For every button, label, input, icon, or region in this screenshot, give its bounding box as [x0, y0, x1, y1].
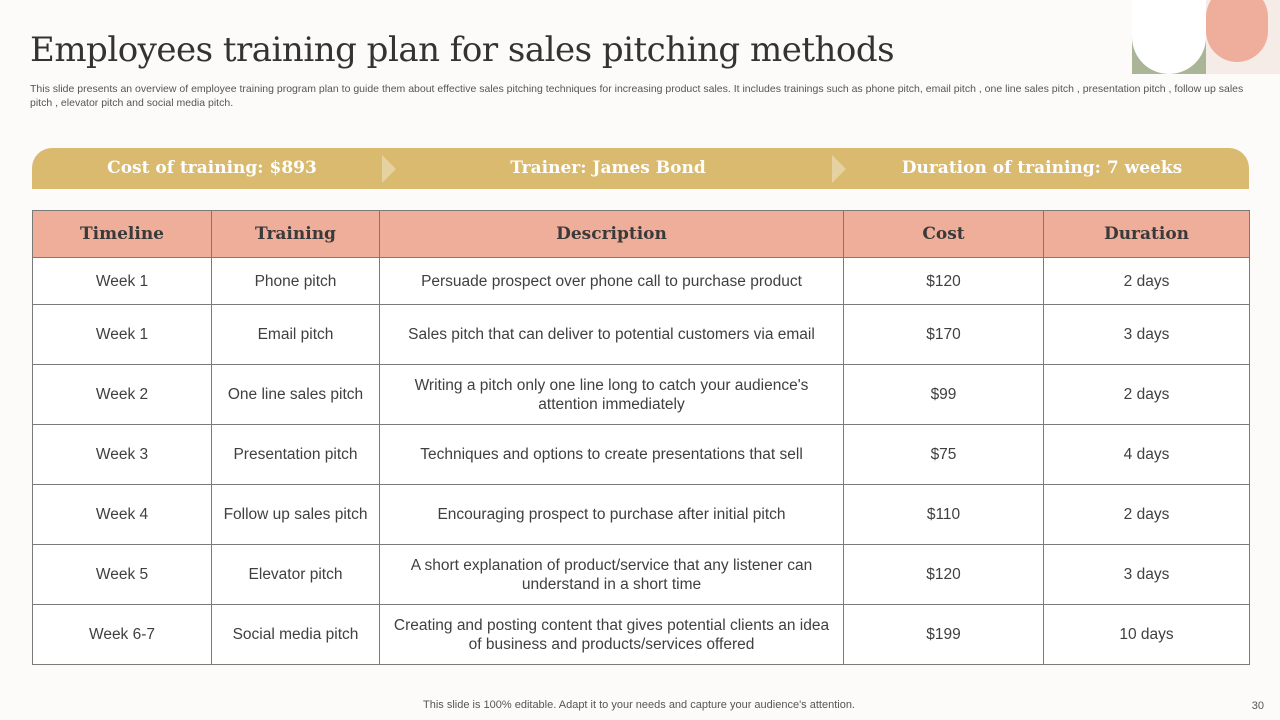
- table-row: Week 6-7 Social media pitch Creating and…: [32, 604, 1250, 665]
- cell-cost: $99: [843, 364, 1044, 425]
- cell-cost: $110: [843, 484, 1044, 545]
- cell-duration: 2 days: [1043, 257, 1250, 305]
- cell-training: Email pitch: [211, 304, 380, 365]
- cell-description: Writing a pitch only one line long to ca…: [379, 364, 844, 425]
- cell-timeline: Week 3: [32, 424, 212, 485]
- cell-cost: $199: [843, 604, 1044, 665]
- cell-timeline: Week 6-7: [32, 604, 212, 665]
- banner-cost: Cost of training: $893: [107, 158, 317, 178]
- cell-timeline: Week 4: [32, 484, 212, 545]
- table-header-row: Timeline Training Description Cost Durat…: [32, 210, 1250, 258]
- banner-trainer: Trainer: James Bond: [510, 158, 706, 178]
- chevron-right-icon: [832, 155, 846, 183]
- cell-training: Follow up sales pitch: [211, 484, 380, 545]
- table-row: Week 4 Follow up sales pitch Encouraging…: [32, 484, 1250, 545]
- header-duration: Duration: [1043, 210, 1250, 258]
- cell-cost: $170: [843, 304, 1044, 365]
- header-timeline: Timeline: [32, 210, 212, 258]
- cell-timeline: Week 1: [32, 304, 212, 365]
- header-description: Description: [379, 210, 844, 258]
- cell-description: Sales pitch that can deliver to potentia…: [379, 304, 844, 365]
- cell-timeline: Week 2: [32, 364, 212, 425]
- page-number: 30: [1251, 700, 1264, 712]
- slide-subtitle: This slide presents an overview of emplo…: [30, 83, 1244, 109]
- cell-training: Presentation pitch: [211, 424, 380, 485]
- cell-timeline: Week 1: [32, 257, 212, 305]
- table-row: Week 5 Elevator pitch A short explanatio…: [32, 544, 1250, 605]
- summary-banner: Cost of training: $893 Trainer: James Bo…: [32, 148, 1249, 189]
- header-training: Training: [211, 210, 380, 258]
- cell-training: Elevator pitch: [211, 544, 380, 605]
- training-table: Timeline Training Description Cost Durat…: [32, 210, 1250, 665]
- slide-title: Employees training plan for sales pitchi…: [30, 30, 895, 70]
- cell-training: Phone pitch: [211, 257, 380, 305]
- cell-training: One line sales pitch: [211, 364, 380, 425]
- header-cost: Cost: [843, 210, 1044, 258]
- chevron-right-icon: [382, 155, 396, 183]
- cell-duration: 3 days: [1043, 304, 1250, 365]
- cell-duration: 2 days: [1043, 364, 1250, 425]
- corner-decoration: [1132, 0, 1280, 74]
- cell-duration: 4 days: [1043, 424, 1250, 485]
- cell-description: Persuade prospect over phone call to pur…: [379, 257, 844, 305]
- cell-description: Creating and posting content that gives …: [379, 604, 844, 665]
- table-row: Week 1 Email pitch Sales pitch that can …: [32, 304, 1250, 365]
- cell-duration: 2 days: [1043, 484, 1250, 545]
- table-row: Week 1 Phone pitch Persuade prospect ove…: [32, 257, 1250, 305]
- footer-note: This slide is 100% editable. Adapt it to…: [423, 699, 855, 711]
- cell-training: Social media pitch: [211, 604, 380, 665]
- cell-cost: $120: [843, 257, 1044, 305]
- cell-duration: 10 days: [1043, 604, 1250, 665]
- cell-description: Techniques and options to create present…: [379, 424, 844, 485]
- cell-description: Encouraging prospect to purchase after i…: [379, 484, 844, 545]
- table-row: Week 2 One line sales pitch Writing a pi…: [32, 364, 1250, 425]
- cell-description: A short explanation of product/service t…: [379, 544, 844, 605]
- table-row: Week 3 Presentation pitch Techniques and…: [32, 424, 1250, 485]
- banner-duration: Duration of training: 7 weeks: [901, 158, 1183, 178]
- cell-cost: $120: [843, 544, 1044, 605]
- cell-cost: $75: [843, 424, 1044, 485]
- cell-duration: 3 days: [1043, 544, 1250, 605]
- cell-timeline: Week 5: [32, 544, 212, 605]
